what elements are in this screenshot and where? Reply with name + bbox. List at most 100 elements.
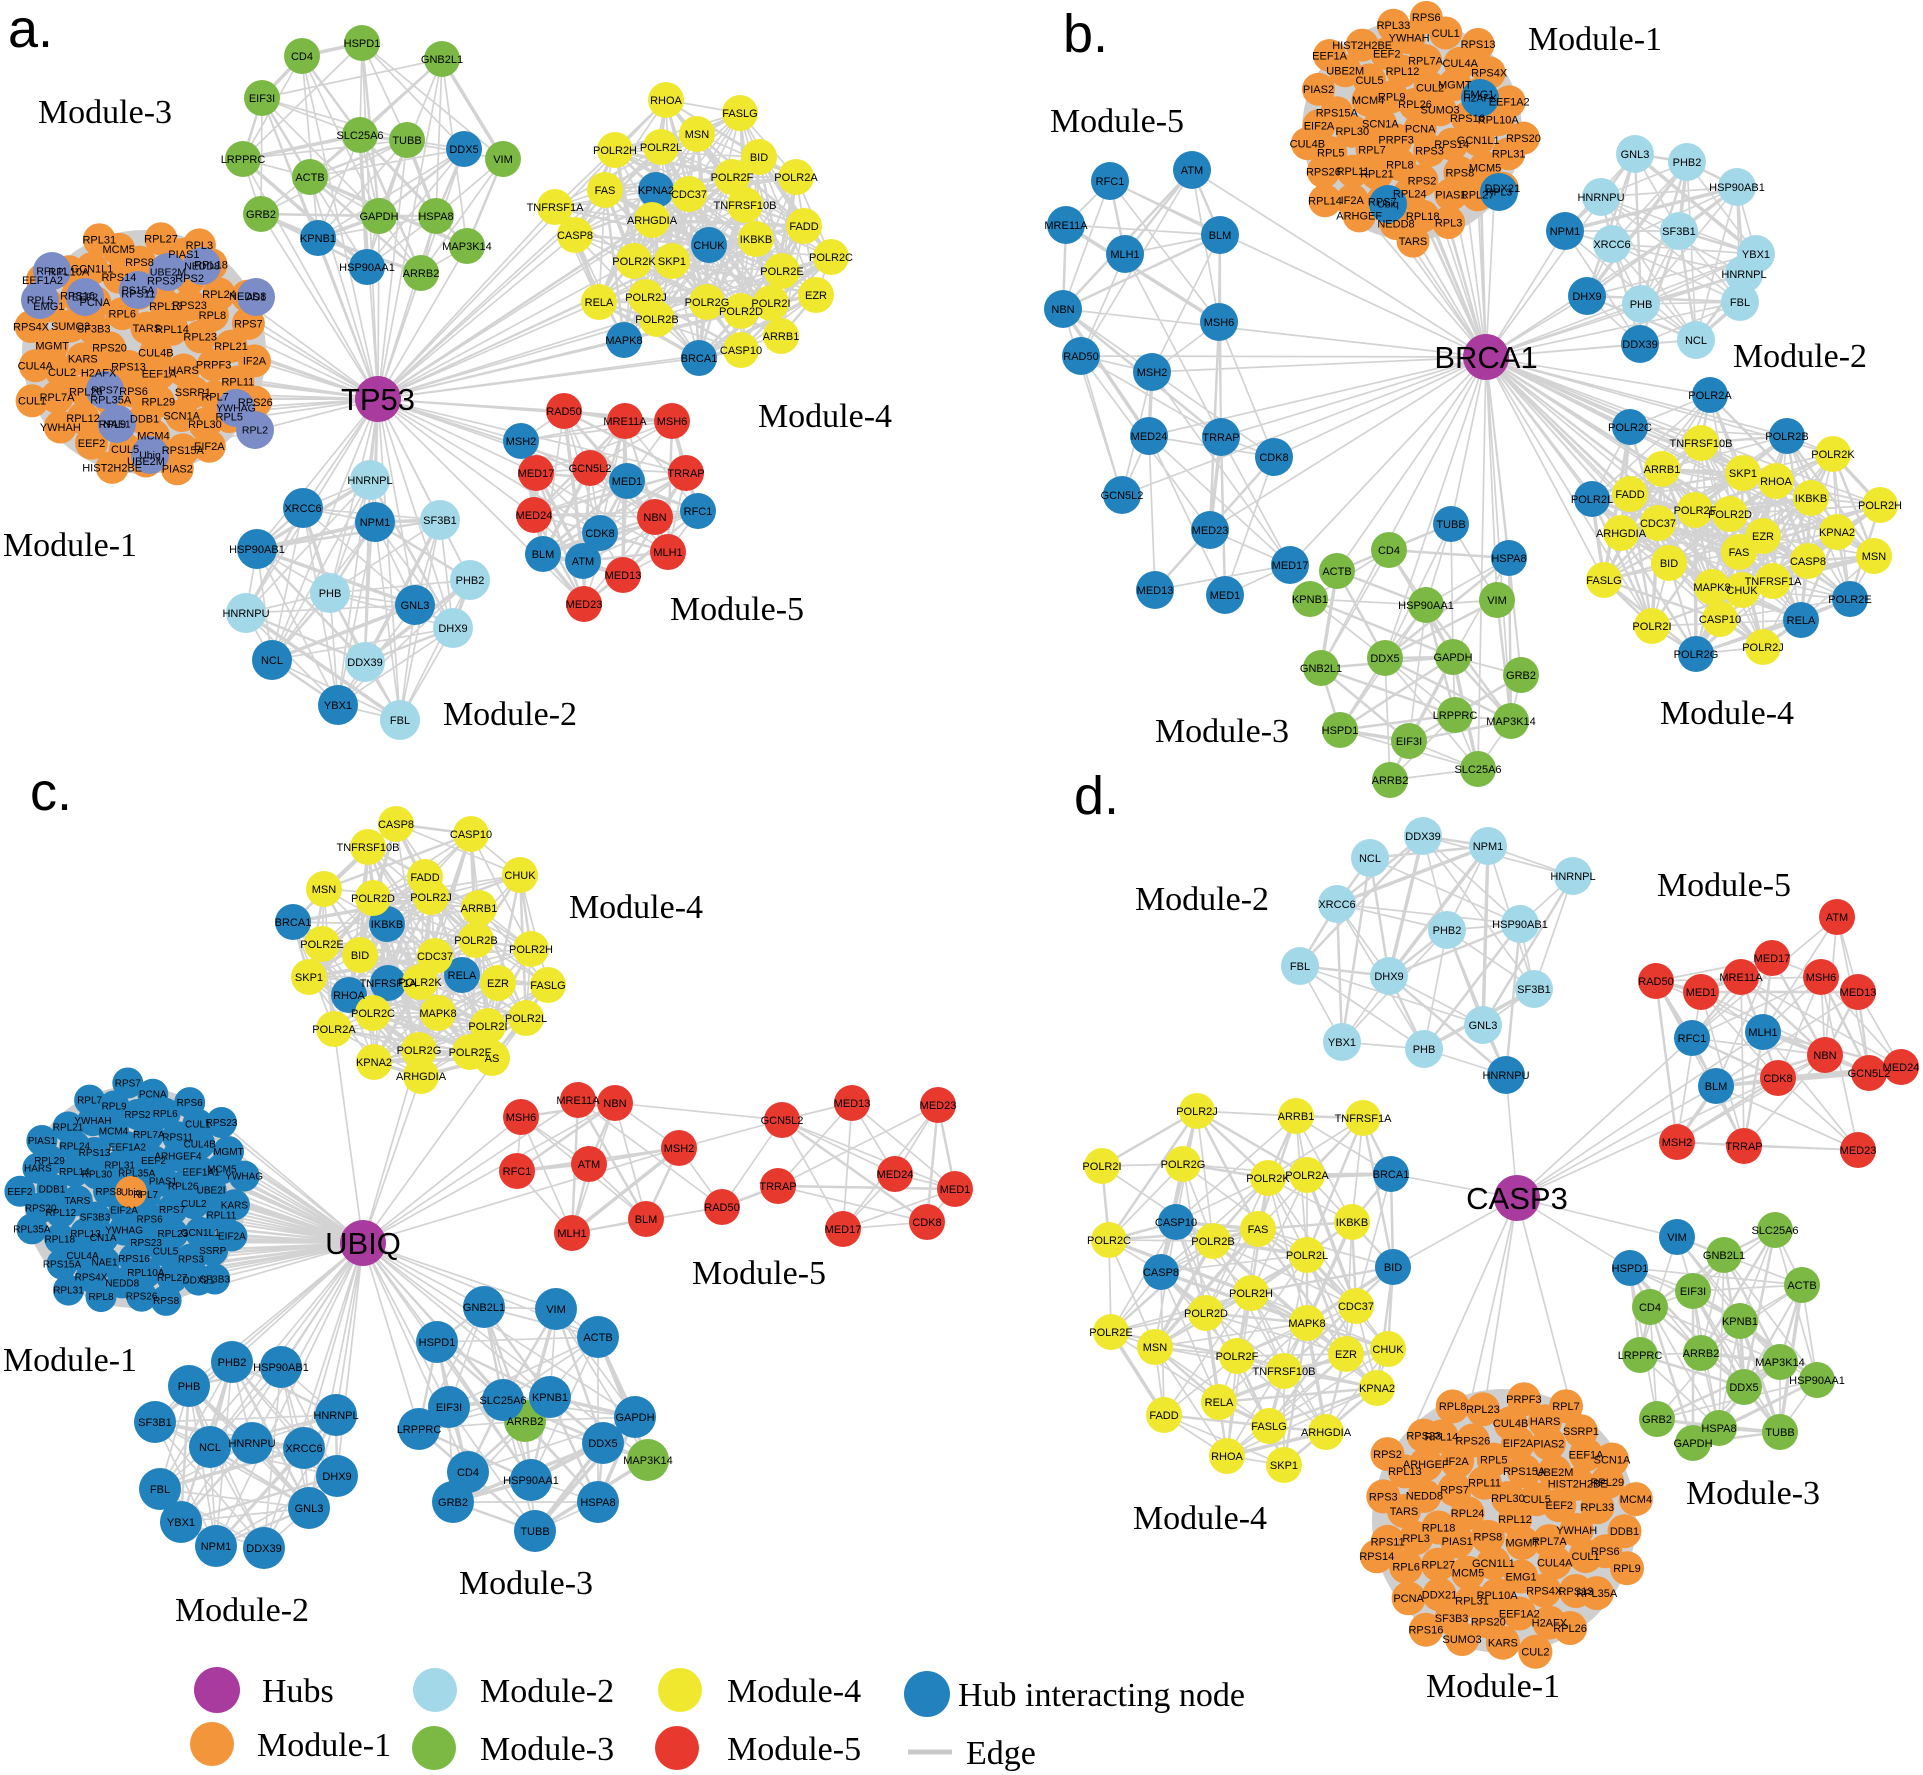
svg-text:RPL18: RPL18 xyxy=(1422,1522,1456,1534)
svg-text:DDB1: DDB1 xyxy=(39,1185,66,1196)
svg-text:NBN: NBN xyxy=(643,512,666,524)
svg-text:CDK8: CDK8 xyxy=(1259,452,1288,464)
svg-text:MCM5: MCM5 xyxy=(207,1164,237,1175)
svg-text:RPL7: RPL7 xyxy=(201,392,229,404)
svg-text:RPL23: RPL23 xyxy=(158,1229,189,1240)
svg-text:RPS6: RPS6 xyxy=(1591,1546,1620,1558)
svg-text:TRRAP: TRRAP xyxy=(1725,1141,1762,1153)
svg-text:DDX21: DDX21 xyxy=(1422,1589,1457,1601)
svg-text:MSH2: MSH2 xyxy=(664,1143,695,1155)
svg-text:POLR2E: POLR2E xyxy=(1089,1327,1132,1339)
svg-text:FBL: FBL xyxy=(1730,297,1750,309)
svg-text:IKBKB: IKBKB xyxy=(371,919,403,931)
svg-text:LRPPRC: LRPPRC xyxy=(1618,1350,1663,1362)
svg-text:MED23: MED23 xyxy=(920,1100,957,1112)
svg-text:MSH6: MSH6 xyxy=(1204,317,1235,329)
svg-text:PRPF3: PRPF3 xyxy=(196,360,231,372)
svg-text:POLR2J: POLR2J xyxy=(1742,642,1784,654)
svg-text:MSH2: MSH2 xyxy=(506,436,537,448)
svg-text:CUL4A: CUL4A xyxy=(1537,1557,1573,1569)
svg-text:HIST2H2BE: HIST2H2BE xyxy=(1332,40,1392,52)
svg-text:GRB2: GRB2 xyxy=(1642,1414,1672,1426)
svg-text:DDX39: DDX39 xyxy=(1405,831,1440,843)
svg-text:FADD: FADD xyxy=(789,221,818,233)
svg-text:RPL11: RPL11 xyxy=(206,1210,236,1221)
svg-text:RPS14: RPS14 xyxy=(101,272,136,284)
svg-text:PCNA: PCNA xyxy=(1405,124,1436,136)
svg-text:CUL4B: CUL4B xyxy=(1290,139,1325,151)
svg-text:H2AFX: H2AFX xyxy=(1532,1618,1568,1630)
svg-text:CD4: CD4 xyxy=(1639,1302,1661,1314)
svg-text:CD4: CD4 xyxy=(291,51,313,63)
svg-text:PIAS1: PIAS1 xyxy=(1442,1536,1473,1548)
svg-text:CUL4B: CUL4B xyxy=(184,1139,217,1150)
svg-text:KPNB1: KPNB1 xyxy=(1292,594,1328,606)
svg-text:ARRB1: ARRB1 xyxy=(763,331,800,343)
svg-text:RPS4X: RPS4X xyxy=(75,1273,108,1284)
svg-text:RPL14: RPL14 xyxy=(1425,1431,1459,1443)
svg-text:RPS13: RPS13 xyxy=(1558,1586,1593,1598)
svg-text:RPL24: RPL24 xyxy=(202,289,236,301)
svg-text:RPL14: RPL14 xyxy=(155,324,189,336)
svg-text:RPS7: RPS7 xyxy=(1440,1484,1469,1496)
svg-text:MAPK8: MAPK8 xyxy=(1693,582,1730,594)
svg-text:BID: BID xyxy=(750,152,768,164)
svg-text:a.: a. xyxy=(8,0,53,59)
svg-text:MAP3K14: MAP3K14 xyxy=(1755,1357,1805,1369)
svg-text:RPL3: RPL3 xyxy=(1402,1533,1430,1545)
svg-text:RELA: RELA xyxy=(1787,615,1816,627)
svg-text:RPS26: RPS26 xyxy=(1455,1435,1490,1447)
svg-text:ARRB1: ARRB1 xyxy=(461,903,498,915)
svg-text:POLR2L: POLR2L xyxy=(1286,1250,1328,1262)
svg-text:Module-1: Module-1 xyxy=(3,527,137,564)
svg-text:MED1: MED1 xyxy=(940,1184,971,1196)
svg-text:NCL: NCL xyxy=(261,655,283,667)
svg-text:CUL2: CUL2 xyxy=(1521,1647,1549,1659)
svg-text:MED23: MED23 xyxy=(566,599,603,611)
svg-text:RHOA: RHOA xyxy=(333,990,365,1002)
svg-text:XRCC6: XRCC6 xyxy=(284,503,321,515)
svg-text:RPS2: RPS2 xyxy=(1408,175,1437,187)
svg-text:LRPPRC: LRPPRC xyxy=(1433,710,1478,722)
svg-text:POLR2I: POLR2I xyxy=(751,298,790,310)
svg-text:RPL21: RPL21 xyxy=(53,1123,84,1134)
svg-text:H2AFX: H2AFX xyxy=(81,367,117,379)
svg-text:SUMO3: SUMO3 xyxy=(51,321,90,333)
svg-text:PCNA: PCNA xyxy=(80,297,111,309)
svg-text:RPL18: RPL18 xyxy=(194,260,228,272)
svg-text:RPS8: RPS8 xyxy=(1446,168,1475,180)
svg-text:BID: BID xyxy=(1660,558,1678,570)
svg-text:EIF3I: EIF3I xyxy=(1396,736,1422,748)
svg-text:RPS7: RPS7 xyxy=(115,1079,142,1090)
svg-text:YBX1: YBX1 xyxy=(1742,249,1770,261)
svg-text:ARRB2: ARRB2 xyxy=(507,1416,544,1428)
svg-text:GCN1L1: GCN1L1 xyxy=(1457,135,1500,147)
svg-text:CUL1: CUL1 xyxy=(185,1120,211,1131)
svg-text:DDX21: DDX21 xyxy=(1485,183,1520,195)
svg-text:GCN5L2: GCN5L2 xyxy=(569,463,612,475)
svg-text:KPNA2: KPNA2 xyxy=(1819,527,1855,539)
svg-text:POLR2J: POLR2J xyxy=(1176,1106,1218,1118)
svg-text:HSPA8: HSPA8 xyxy=(1491,553,1526,565)
svg-text:POLR2A: POLR2A xyxy=(1688,390,1732,402)
svg-text:NPM1: NPM1 xyxy=(1473,841,1504,853)
svg-text:MED17: MED17 xyxy=(518,468,555,480)
svg-text:EEF2: EEF2 xyxy=(7,1187,32,1198)
svg-text:SF3B1: SF3B1 xyxy=(423,515,457,527)
svg-text:RPL26: RPL26 xyxy=(69,386,103,398)
svg-text:RPL2: RPL2 xyxy=(242,425,268,437)
svg-text:POLR2B: POLR2B xyxy=(635,314,678,326)
svg-text:KARS: KARS xyxy=(1488,1638,1518,1650)
svg-text:RPL7: RPL7 xyxy=(1358,144,1386,156)
svg-text:SF3B1: SF3B1 xyxy=(138,1417,172,1429)
svg-text:GNL3: GNL3 xyxy=(401,600,430,612)
svg-text:Module-2: Module-2 xyxy=(443,696,577,733)
svg-text:POLR2I: POLR2I xyxy=(468,1021,507,1033)
svg-text:FADD: FADD xyxy=(1149,1410,1178,1422)
svg-text:IKBKB: IKBKB xyxy=(1336,1217,1368,1229)
svg-text:RPL5: RPL5 xyxy=(216,411,244,423)
svg-text:HSP90AA1: HSP90AA1 xyxy=(1398,600,1454,612)
svg-text:ACTB: ACTB xyxy=(1322,566,1351,578)
svg-text:SF3B3: SF3B3 xyxy=(77,323,111,335)
svg-text:POLR2H: POLR2H xyxy=(509,944,553,956)
